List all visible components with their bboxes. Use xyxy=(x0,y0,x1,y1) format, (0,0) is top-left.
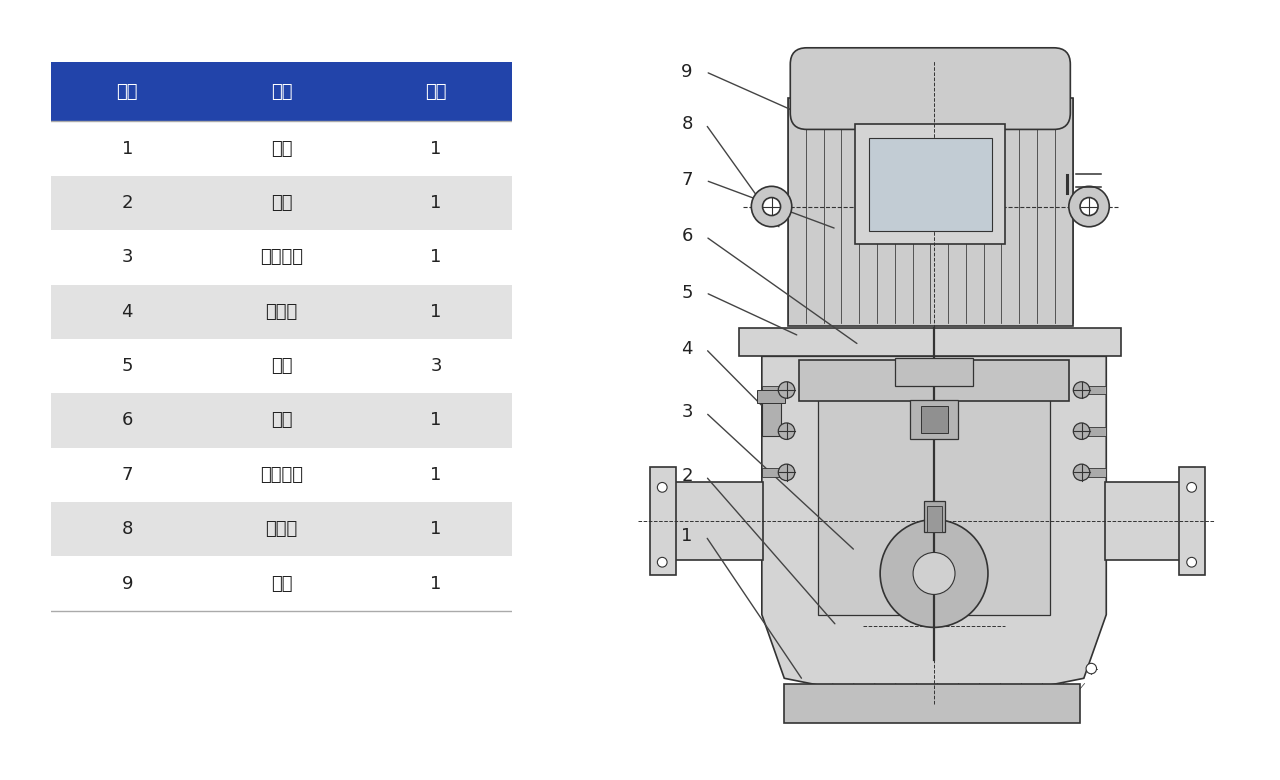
Circle shape xyxy=(1187,558,1197,567)
Circle shape xyxy=(658,483,667,492)
Bar xyxy=(672,482,763,560)
Text: 电机: 电机 xyxy=(271,575,292,593)
Circle shape xyxy=(1074,464,1089,480)
Bar xyxy=(1105,482,1184,560)
Circle shape xyxy=(1085,663,1097,674)
Text: 3: 3 xyxy=(430,357,442,375)
Bar xyxy=(51,339,512,393)
Bar xyxy=(855,124,1005,244)
Text: 放气阀: 放气阀 xyxy=(265,303,298,321)
Text: 9: 9 xyxy=(681,62,692,81)
Bar xyxy=(51,556,512,611)
Text: 4: 4 xyxy=(681,340,692,358)
Bar xyxy=(920,406,947,433)
Text: 编号: 编号 xyxy=(116,83,138,101)
FancyBboxPatch shape xyxy=(790,48,1070,129)
Bar xyxy=(51,230,512,285)
Text: 1: 1 xyxy=(681,527,692,545)
Bar xyxy=(762,468,786,477)
Bar xyxy=(51,502,512,556)
Bar xyxy=(788,98,1073,326)
Text: 名称: 名称 xyxy=(271,83,292,101)
Bar xyxy=(51,62,512,122)
Bar xyxy=(927,506,942,532)
Text: 8: 8 xyxy=(681,115,692,133)
Text: 4: 4 xyxy=(122,303,133,321)
Bar xyxy=(51,448,512,502)
Bar xyxy=(740,328,1121,356)
Bar xyxy=(1082,468,1106,477)
Text: 6: 6 xyxy=(122,412,133,430)
Bar xyxy=(762,427,786,436)
Circle shape xyxy=(778,423,795,439)
Circle shape xyxy=(778,381,795,399)
Bar xyxy=(762,399,781,437)
Text: 1: 1 xyxy=(430,412,442,430)
Circle shape xyxy=(1080,197,1098,215)
Text: 5: 5 xyxy=(122,357,133,375)
Bar xyxy=(649,467,676,575)
Bar xyxy=(51,285,512,339)
Text: 机械密封: 机械密封 xyxy=(260,466,303,484)
Bar xyxy=(924,501,945,532)
Text: 1: 1 xyxy=(430,248,442,266)
Bar xyxy=(1179,467,1204,575)
Text: 1: 1 xyxy=(430,466,442,484)
Text: 5: 5 xyxy=(681,284,692,302)
Bar xyxy=(785,684,1080,723)
Circle shape xyxy=(1074,423,1089,439)
Text: 叶轮螺母: 叶轮螺母 xyxy=(260,248,303,266)
Bar xyxy=(910,399,957,438)
Text: 挡水圈: 挡水圈 xyxy=(265,520,298,538)
Text: 1: 1 xyxy=(430,303,442,321)
Circle shape xyxy=(1074,381,1089,399)
Text: 泵盖: 泵盖 xyxy=(271,412,292,430)
Text: 8: 8 xyxy=(122,520,133,538)
Circle shape xyxy=(1187,483,1197,492)
Text: 叶轮: 叶轮 xyxy=(271,194,292,212)
Bar xyxy=(818,367,1050,615)
Bar xyxy=(51,122,512,176)
Text: 泵体: 泵体 xyxy=(271,140,292,158)
Text: 7: 7 xyxy=(681,172,692,190)
Polygon shape xyxy=(762,356,1106,708)
Circle shape xyxy=(751,186,792,227)
Text: 1: 1 xyxy=(430,520,442,538)
Circle shape xyxy=(1069,186,1110,227)
Text: 2: 2 xyxy=(681,467,692,485)
Bar xyxy=(799,360,1069,401)
Bar xyxy=(869,137,992,231)
Bar xyxy=(51,393,512,448)
Text: 9: 9 xyxy=(122,575,133,593)
Text: 3: 3 xyxy=(681,403,692,421)
Circle shape xyxy=(913,552,955,594)
Text: 螺塞: 螺塞 xyxy=(271,357,292,375)
Text: 2: 2 xyxy=(122,194,133,212)
Circle shape xyxy=(881,519,988,627)
Text: 6: 6 xyxy=(681,228,692,246)
Circle shape xyxy=(778,464,795,480)
Bar xyxy=(762,385,786,395)
Text: 7: 7 xyxy=(122,466,133,484)
Text: 1: 1 xyxy=(430,140,442,158)
Circle shape xyxy=(763,197,781,215)
Bar xyxy=(51,176,512,230)
Bar xyxy=(1082,427,1106,436)
Bar xyxy=(756,390,785,403)
Text: 1: 1 xyxy=(430,194,442,212)
Circle shape xyxy=(658,558,667,567)
Bar xyxy=(895,358,973,386)
Text: 数量: 数量 xyxy=(425,83,447,101)
Bar xyxy=(1082,385,1106,395)
Text: 3: 3 xyxy=(122,248,133,266)
Text: 1: 1 xyxy=(430,575,442,593)
Text: 1: 1 xyxy=(122,140,133,158)
